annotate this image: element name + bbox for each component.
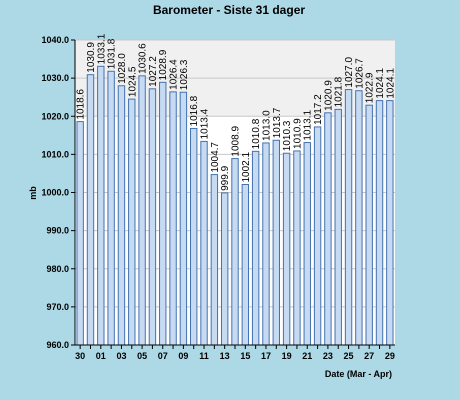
y-tick-label: 970.0	[46, 302, 69, 312]
bar	[262, 142, 270, 346]
bar	[138, 75, 146, 346]
x-tick-label: 01	[96, 351, 106, 361]
bar-value-label: 1013.7	[272, 107, 283, 138]
y-axis: 960.0 970.0 980.0 990.0 1000.0 1010.0 1020.0 10…	[41, 35, 76, 350]
x-tick-label: 13	[220, 351, 230, 361]
x-tick-label: 03	[116, 351, 126, 361]
bar-value-label: 1028.0	[117, 53, 128, 84]
x-axis-label: Date (Mar - Apr)	[325, 369, 392, 379]
bar	[355, 90, 363, 346]
bar	[107, 70, 115, 346]
bar-value-label: 1013.1	[303, 110, 314, 141]
y-tick-label: 1020.0	[41, 111, 69, 121]
y-tick-label: 1000.0	[41, 188, 69, 198]
bar	[241, 183, 250, 346]
bar-value-label: 1010.3	[282, 120, 293, 151]
bar-value-label: 1010.8	[251, 118, 262, 149]
bar-value-label: 1027.0	[344, 57, 355, 88]
bar	[251, 150, 260, 346]
bar	[97, 65, 105, 346]
bar-value-label: 1026.4	[169, 59, 180, 90]
bar	[169, 91, 177, 346]
data-labels: 1018.6 1030.9 1033.1 1031.8 1028.0 1024.51030…	[76, 33, 397, 191]
bar-value-label: 1028.9	[158, 49, 169, 80]
x-tick-label: 11	[199, 351, 209, 361]
y-tick-label: 1040.0	[41, 35, 69, 45]
bar	[159, 81, 167, 346]
bar-value-label: 999.9	[220, 165, 231, 190]
bar	[386, 100, 394, 346]
bar-value-label: 1030.6	[138, 43, 149, 74]
bars-group	[76, 65, 394, 346]
bar-value-label: 1033.1	[96, 33, 107, 64]
y-tick-label: 1010.0	[41, 149, 69, 159]
bar-value-label: 1030.9	[86, 42, 97, 73]
x-tick-label: 19	[282, 351, 292, 361]
bar	[179, 91, 188, 346]
bar	[334, 108, 342, 346]
bar-value-label: 1017.2	[313, 94, 324, 125]
bar-value-label: 1022.9	[365, 72, 376, 103]
bar-value-label: 1018.6	[76, 89, 87, 120]
bar	[375, 100, 384, 346]
x-axis: 30 01 03 05 07 09 11 13 15 17 19 21 23 25 27 29	[75, 344, 395, 361]
x-tick-label: 23	[323, 351, 333, 361]
chart-title: Barometer - Siste 31 dager	[153, 3, 305, 17]
x-tick-label: 21	[302, 351, 312, 361]
bar	[210, 174, 219, 346]
bar	[303, 142, 311, 346]
bar-value-label: 1024.1	[385, 68, 396, 99]
bar-value-label: 1002.1	[241, 151, 252, 182]
bar	[282, 152, 291, 346]
x-tick-label: 29	[385, 351, 395, 361]
bar	[313, 126, 322, 346]
x-tick-label: 30	[75, 351, 85, 361]
x-tick-label: 09	[178, 351, 188, 361]
bar-value-label: 1024.5	[127, 66, 138, 97]
x-tick-label: 27	[364, 351, 374, 361]
x-tick-label: 07	[158, 351, 168, 361]
bar	[148, 88, 157, 346]
y-tick-label: 1030.0	[41, 73, 69, 83]
bar	[76, 121, 84, 346]
bar	[117, 85, 126, 346]
x-tick-label: 25	[344, 351, 354, 361]
bar	[231, 158, 239, 346]
bar	[365, 104, 373, 346]
bar	[324, 112, 332, 346]
x-tick-label: 15	[240, 351, 250, 361]
bar-value-label: 1024.1	[375, 68, 386, 99]
y-axis-label: mb	[28, 186, 38, 200]
bar	[128, 98, 136, 346]
bar-value-label: 1026.3	[179, 59, 190, 90]
bar-value-label: 1010.9	[292, 118, 303, 149]
y-tick-label: 990.0	[46, 226, 69, 236]
y-tick-label: 960.0	[46, 340, 69, 350]
bar-value-label: 1008.9	[231, 126, 242, 157]
bar	[293, 150, 301, 346]
bar-value-label: 1016.8	[189, 95, 200, 126]
bar	[344, 89, 353, 346]
bar-value-label: 1031.8	[107, 38, 118, 69]
bar	[272, 139, 280, 346]
bar-value-label: 1020.9	[323, 80, 334, 111]
y-tick-label: 980.0	[46, 264, 69, 274]
bar-value-label: 1004.7	[210, 142, 221, 173]
bar	[190, 127, 198, 346]
bar	[220, 192, 229, 346]
x-tick-label: 17	[261, 351, 271, 361]
bar-value-label: 1013.4	[200, 108, 211, 139]
bar-value-label: 1021.8	[334, 76, 345, 107]
bar-value-label: 1027.2	[148, 56, 159, 87]
bar	[86, 74, 95, 346]
bar-value-label: 1013.0	[261, 110, 272, 141]
x-tick-label: 05	[137, 351, 147, 361]
bar-value-label: 1026.7	[354, 58, 365, 89]
bar	[200, 140, 208, 346]
